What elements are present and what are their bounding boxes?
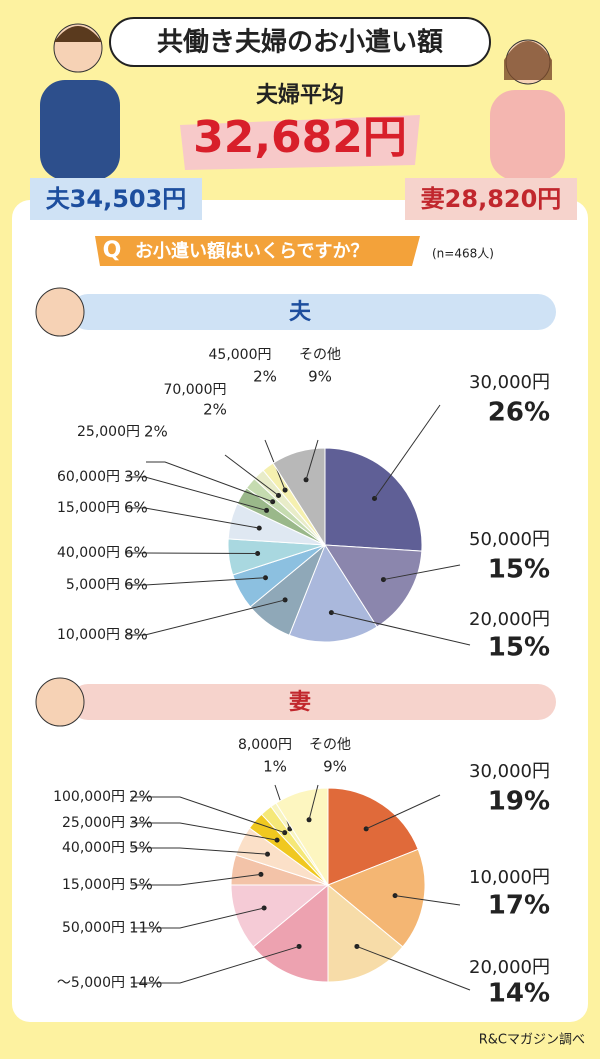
title: 共働き夫婦のお小遣い額 — [157, 28, 443, 58]
slice-category: 15,000円 — [57, 500, 120, 516]
wife-average: 妻28,820円 — [421, 185, 562, 213]
leader-line — [126, 476, 267, 511]
average: 32,682円 — [193, 112, 407, 163]
pie-slice — [327, 883, 404, 983]
husband-icon — [35, 287, 85, 337]
slice-percent: 6% — [124, 576, 148, 594]
wife-section-bar — [70, 684, 556, 720]
slice-category: 20,000円 — [469, 609, 550, 630]
slice-category: その他 — [299, 347, 341, 363]
sample-size: (n=468人) — [432, 247, 494, 261]
average-highlight — [180, 115, 420, 170]
slice-category: 20,000円 — [469, 957, 550, 978]
leader-line — [374, 404, 441, 499]
slice-percent: 11% — [129, 919, 162, 937]
leader-line — [126, 577, 266, 586]
slice-percent: 2% — [129, 788, 153, 806]
leader-line — [383, 564, 461, 581]
slice-percent: 15% — [488, 633, 550, 663]
leader-line — [131, 945, 300, 984]
husband-section-bar — [70, 294, 556, 330]
slice-category: 25,000円 — [62, 815, 125, 831]
slice-percent: 1% — [263, 758, 287, 776]
pie-slice — [252, 883, 329, 983]
slice-category: 30,000円 — [469, 761, 550, 782]
slice-percent: 6% — [124, 544, 148, 562]
husband-box — [30, 178, 202, 220]
husband-average: 夫34,503円 — [46, 185, 187, 213]
leader-line — [131, 907, 265, 929]
slice-percent: 3% — [129, 814, 153, 832]
slice-percent: 9% — [308, 368, 332, 386]
subtitle: 夫婦平均 — [256, 82, 344, 108]
pie-slice — [327, 787, 419, 886]
slice-percent: 15% — [488, 555, 550, 585]
slice-percent: 5% — [129, 839, 153, 857]
wife-box — [405, 178, 577, 220]
slice-percent: 19% — [488, 787, 550, 817]
leader-line — [131, 796, 285, 834]
leader-line — [131, 873, 262, 886]
husband-illustration — [40, 23, 120, 180]
slice-category: 10,000円 — [57, 627, 120, 643]
slice-category: 15,000円 — [62, 877, 125, 893]
wife-illustration — [490, 39, 565, 180]
leader-line — [131, 822, 278, 841]
slice-category: 30,000円 — [469, 372, 550, 393]
leader-line — [126, 507, 260, 529]
slice-percent: 9% — [323, 758, 347, 776]
slice-category: 70,000円 — [164, 382, 227, 398]
leader-line — [356, 945, 471, 991]
slice-category: 40,000円 — [57, 545, 120, 561]
pie-slice — [230, 884, 330, 948]
slice-category: 45,000円 — [209, 347, 272, 363]
slice-category: 25,000円 — [77, 424, 140, 440]
slice-category: 10,000円 — [469, 867, 550, 888]
question-mark: Q — [103, 238, 122, 263]
question-text: お小遣い額はいくらですか？ — [135, 240, 368, 262]
leader-line — [224, 454, 279, 496]
slice-percent: 5% — [129, 876, 153, 894]
slice-category: 50,000円 — [469, 529, 550, 550]
slice-category: 50,000円 — [62, 920, 125, 936]
slice-percent: 8% — [124, 626, 148, 644]
leader-line — [305, 439, 319, 480]
wife-section-title: 妻 — [289, 689, 311, 715]
slice-category: 100,000円 — [53, 789, 125, 805]
slice-category: 40,000円 — [62, 840, 125, 856]
title-box — [109, 17, 491, 67]
leader-line — [126, 552, 258, 555]
leader-line — [146, 461, 273, 503]
slice-category: ～5,000円 — [57, 975, 125, 991]
leader-line — [331, 612, 471, 646]
slice-percent: 17% — [488, 891, 550, 921]
husband-section-title: 夫 — [289, 300, 312, 325]
pie-slice — [272, 447, 326, 547]
question-box — [95, 236, 420, 266]
slice-category: その他 — [309, 737, 351, 753]
slice-category: 8,000円 — [238, 737, 292, 753]
slice-percent: 2% — [144, 423, 168, 441]
slice-percent: 14% — [129, 974, 162, 992]
leader-line — [365, 794, 441, 830]
slice-percent: 6% — [124, 499, 148, 517]
pie-slice — [275, 787, 329, 887]
wife-icon — [35, 677, 85, 727]
slice-percent: 3% — [124, 468, 148, 486]
leader-line — [394, 895, 461, 906]
leader-line — [126, 599, 286, 636]
slice-category: 5,000円 — [66, 577, 120, 593]
source: R&Cマガジン調べ — [479, 1033, 585, 1048]
slice-percent: 2% — [253, 368, 277, 386]
slice-percent: 14% — [488, 979, 550, 1009]
leader-line — [131, 847, 268, 855]
leader-line — [308, 784, 319, 820]
slice-percent: 2% — [203, 401, 227, 419]
slice-category: 60,000円 — [57, 469, 120, 485]
slice-percent: 26% — [488, 398, 550, 428]
